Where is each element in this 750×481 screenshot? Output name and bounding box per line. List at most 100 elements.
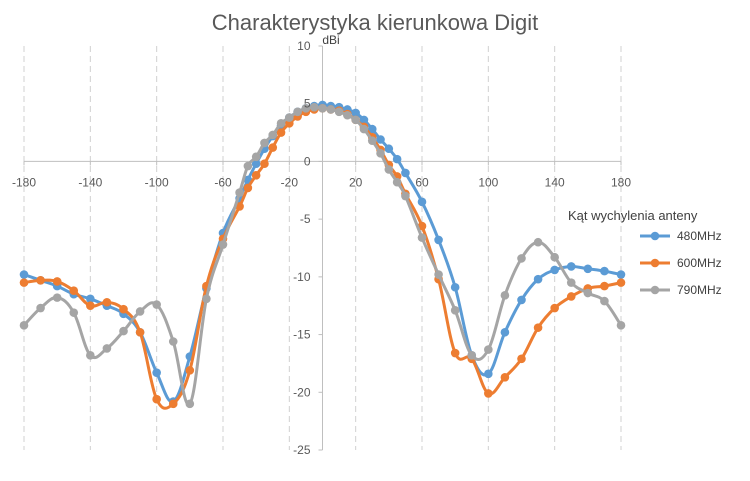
data-point [533, 237, 543, 247]
data-point [86, 351, 95, 360]
legend-swatch-marker [650, 231, 660, 241]
data-point [293, 107, 302, 117]
data-point [334, 107, 344, 117]
data-point [152, 300, 161, 309]
data-point [616, 270, 626, 279]
x-tick-label: 180 [611, 175, 631, 189]
data-point [351, 108, 360, 118]
x-tick-label: 60 [415, 175, 429, 189]
data-point [276, 128, 286, 137]
data-point [260, 138, 269, 148]
data-point [86, 301, 95, 311]
y-tick-label: 0 [304, 154, 311, 168]
data-point [351, 115, 360, 125]
x-tick-label: -20 [281, 175, 299, 189]
data-point [417, 197, 427, 207]
legend: 480MHz 600MHz 790MHz [640, 229, 722, 297]
data-point [251, 170, 261, 180]
data-point [185, 366, 195, 375]
data-point [401, 168, 410, 178]
data-point [251, 152, 261, 162]
y-tick-label: -15 [293, 328, 311, 342]
data-point [550, 265, 559, 275]
y-tick-label: -5 [300, 212, 311, 226]
data-point [19, 278, 29, 287]
data-point [52, 293, 62, 302]
data-point [152, 368, 161, 377]
data-point [384, 144, 394, 154]
data-point [600, 266, 609, 276]
data-point [484, 345, 493, 354]
data-point [276, 119, 286, 128]
data-point [550, 303, 559, 313]
data-point [52, 277, 62, 286]
data-point [417, 233, 427, 242]
x-tick-label: 20 [349, 175, 363, 189]
data-point [235, 188, 244, 197]
legend-swatch-marker [650, 258, 660, 268]
x-axis-label: Kąt wychylenia anteny [568, 208, 698, 223]
data-point [19, 270, 29, 279]
data-point [268, 143, 278, 152]
data-point [135, 327, 145, 337]
data-point [235, 202, 244, 211]
data-point [185, 399, 195, 409]
data-point [450, 348, 460, 358]
x-tick-label: -140 [78, 175, 102, 189]
data-point [36, 303, 45, 313]
data-point [202, 294, 211, 304]
data-point [550, 252, 559, 262]
data-point [326, 105, 336, 114]
data-point [500, 291, 510, 300]
legend-item-790mhz: 790MHz [640, 283, 722, 297]
data-point [260, 159, 269, 169]
x-tick-label: -180 [12, 175, 36, 189]
y-tick-label: -10 [293, 270, 311, 284]
data-point [102, 297, 112, 307]
data-point [251, 159, 261, 169]
data-point [309, 102, 319, 112]
data-point [19, 321, 29, 330]
data-point [583, 288, 593, 298]
chart-title: Charakterystyka kierunkowa Digit [211, 10, 539, 35]
data-point [533, 323, 543, 332]
legend-label: 790MHz [677, 283, 722, 297]
data-point [500, 327, 510, 337]
y-tick-label: 5 [304, 97, 311, 111]
data-point [600, 281, 609, 291]
data-point [450, 282, 460, 292]
data-point [392, 154, 402, 164]
data-point [69, 286, 79, 296]
data-point [600, 296, 609, 306]
x-tick-label: 140 [545, 175, 565, 189]
data-point [566, 262, 576, 271]
data-point [467, 351, 477, 360]
data-point [484, 389, 493, 398]
data-point [566, 278, 576, 287]
data-point [86, 294, 95, 304]
data-point [583, 264, 593, 274]
data-point [384, 165, 394, 174]
x-tick-label: -60 [214, 175, 232, 189]
series-group [19, 100, 626, 410]
legend-label: 480MHz [677, 229, 722, 243]
data-point [484, 369, 493, 379]
data-point [376, 135, 385, 144]
data-point [434, 270, 443, 279]
y-tick-label: 10 [297, 39, 311, 53]
y-axis-label: dBi [322, 33, 339, 47]
series-790mhz [19, 102, 626, 409]
tick-labels: 10 5 0 -5 -10 -15 -20 -25 -180 -140 -100 -60 -20 20 60… [12, 39, 631, 457]
x-tick-label: -100 [145, 175, 169, 189]
data-point [168, 337, 178, 346]
data-point [218, 240, 228, 249]
data-point [376, 149, 385, 158]
data-point [616, 321, 626, 330]
data-point [243, 161, 253, 171]
data-point [517, 254, 526, 263]
data-point [119, 304, 128, 314]
data-point [566, 292, 576, 301]
y-tick-label: -20 [293, 385, 311, 399]
data-point [343, 110, 352, 120]
